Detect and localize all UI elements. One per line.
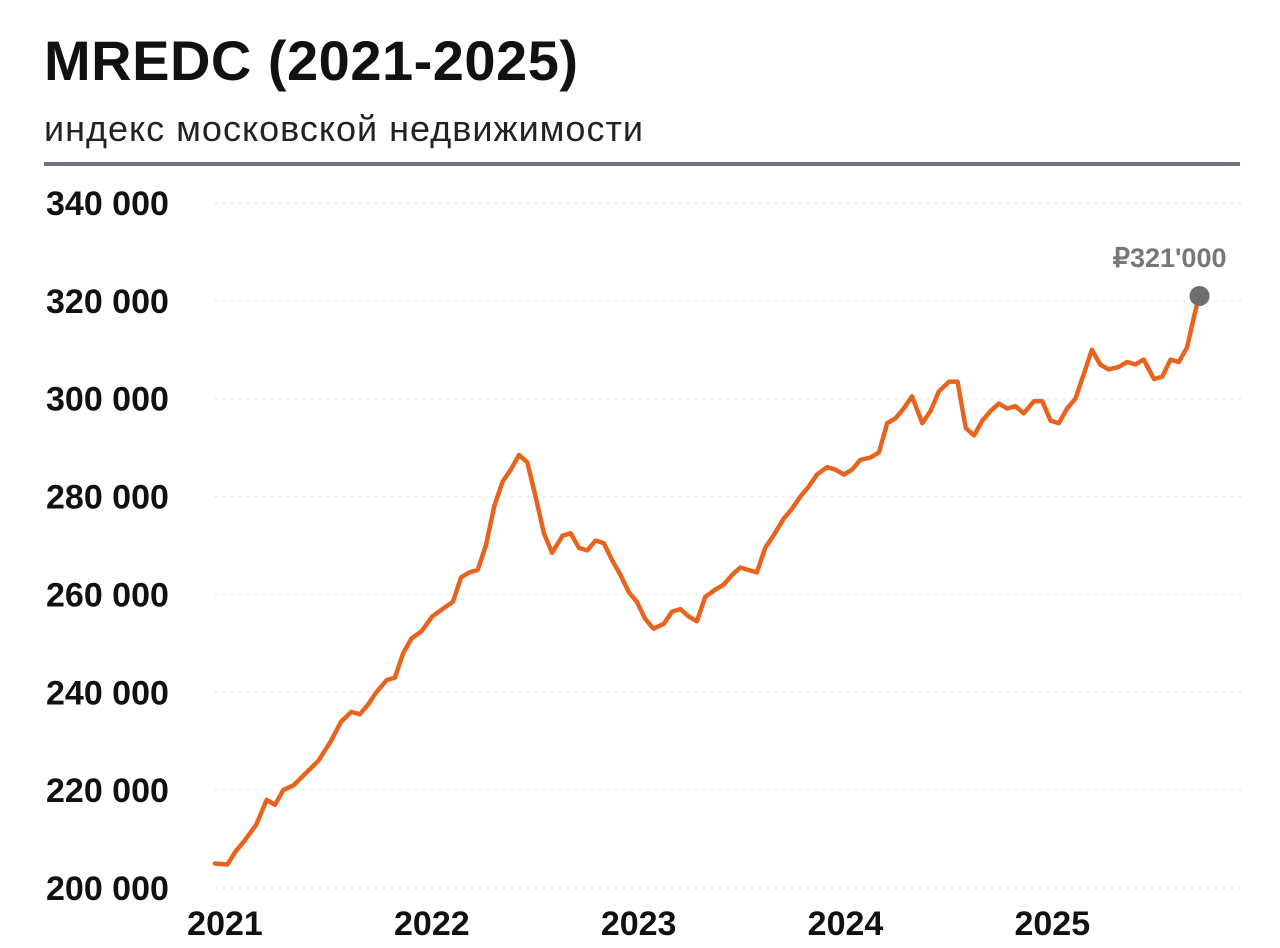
y-tick-label: 340 000 — [46, 185, 169, 223]
y-tick-label: 240 000 — [46, 674, 169, 712]
x-tick-label: 2022 — [394, 905, 470, 943]
series-line — [212, 293, 1202, 867]
chart-subtitle: индекс московской недвижимости — [44, 108, 645, 149]
y-tick-label: 220 000 — [46, 772, 169, 810]
x-tick-label: 2024 — [808, 905, 884, 943]
x-tick-label: 2023 — [601, 905, 677, 943]
y-tick-label: 300 000 — [46, 381, 169, 419]
y-tick-label: 280 000 — [46, 479, 169, 517]
title-divider — [44, 162, 1240, 166]
gridlines — [215, 202, 1245, 889]
x-tick-label: 2025 — [1014, 905, 1090, 943]
y-tick-label: 200 000 — [46, 870, 169, 908]
x-tick-label: 2021 — [187, 905, 263, 943]
y-tick-label: 260 000 — [46, 576, 169, 614]
end-value-label: ₽321'000 — [1113, 243, 1227, 273]
plot-area: ₽321'000 — [212, 243, 1227, 867]
chart-title: MREDC (2021-2025) — [44, 29, 579, 92]
end-point-marker — [1189, 285, 1210, 306]
y-axis: 200 000 220 000 240 000 260 000 280 000 300 0… — [46, 185, 169, 908]
y-tick-label: 320 000 — [46, 283, 169, 321]
x-axis: 2021 2022 2023 2024 2025 — [187, 905, 1090, 943]
